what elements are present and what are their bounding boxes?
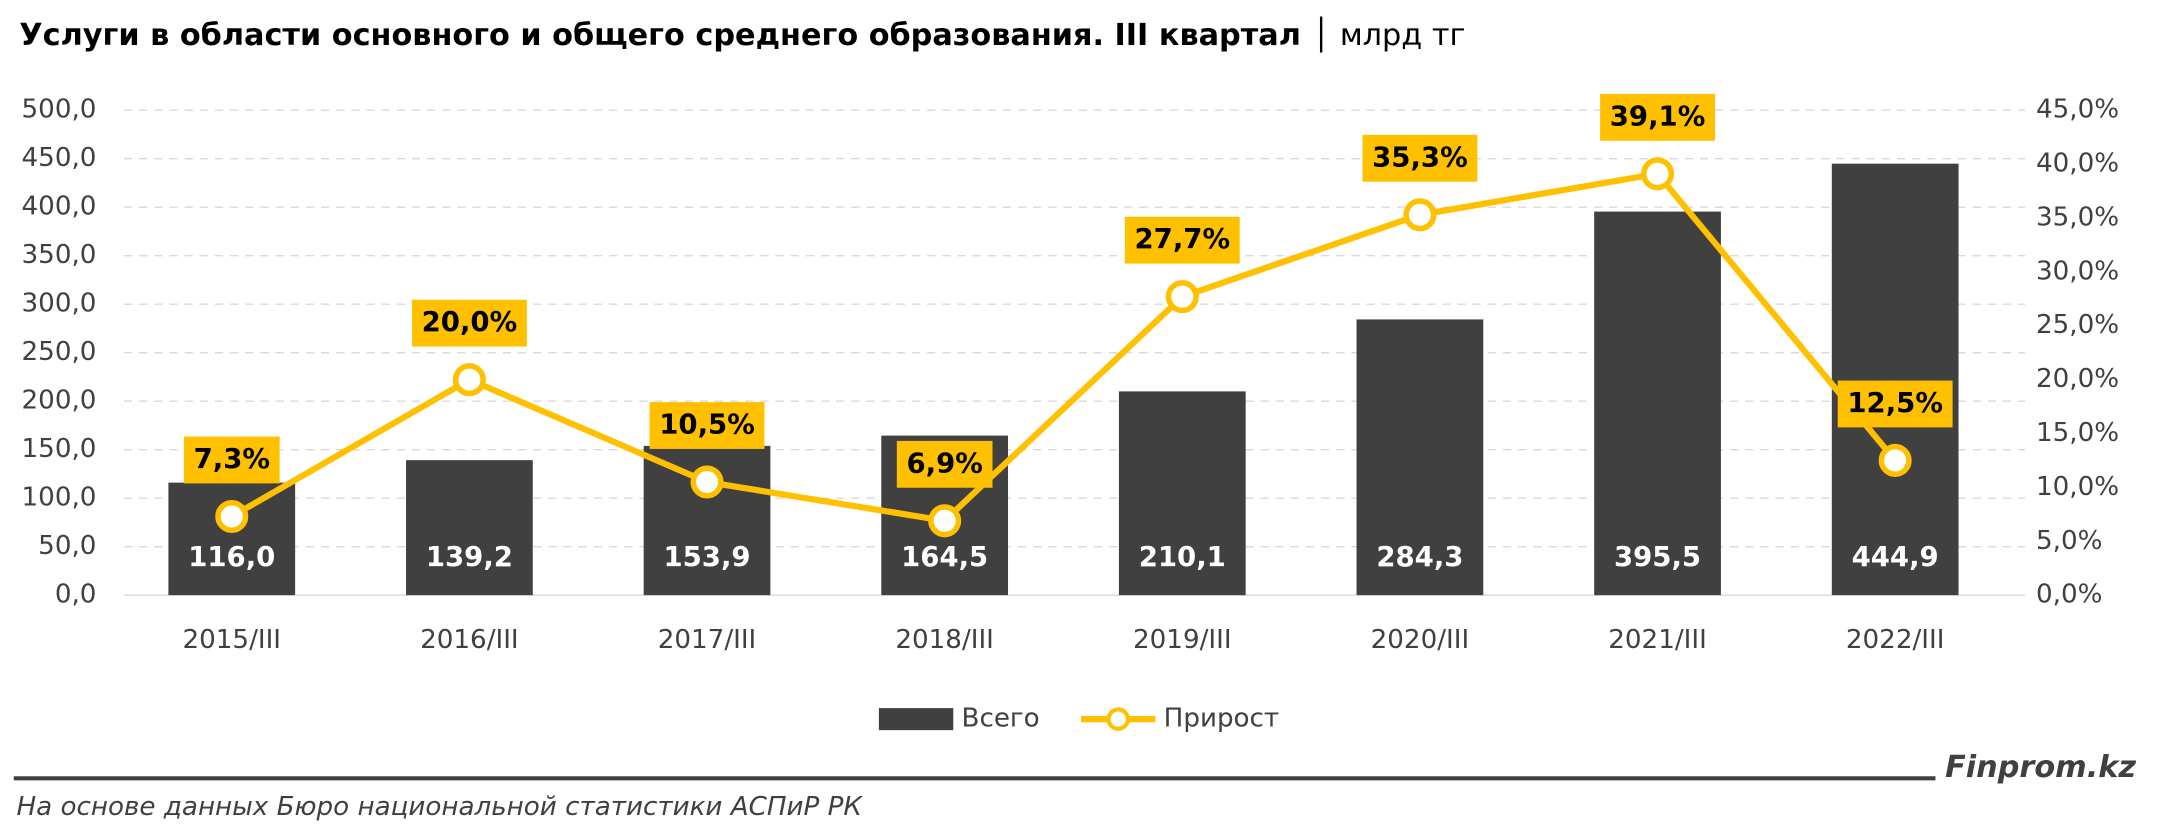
y-tick-label: 100,0 [22, 483, 97, 513]
y2-tick-label: 10,0% [2036, 472, 2119, 502]
x-tick-label: 2015/III [183, 625, 282, 655]
y2-tick-label: 15,0% [2036, 418, 2119, 448]
y2-tick-label: 40,0% [2036, 149, 2119, 179]
x-tick-label: 2018/III [895, 625, 994, 655]
y-tick-label: 500,0 [22, 95, 97, 125]
y-tick-label: 450,0 [22, 143, 97, 173]
x-tick-label: 2020/III [1371, 625, 1470, 655]
bar-value-label: 210,1 [1139, 541, 1226, 573]
y2-tick-label: 20,0% [2036, 364, 2119, 394]
line-value-text: 10,5% [659, 409, 755, 441]
label-box [1362, 134, 1478, 182]
x-tick-label: 2022/III [1846, 625, 1945, 655]
line-value-label: 39,1% [1600, 93, 1715, 141]
line-point [690, 465, 724, 499]
bar [1356, 319, 1484, 596]
x-tick-label: 2016/III [420, 625, 519, 655]
title-unit: │ млрд тг [1312, 15, 1465, 52]
line-value-label: 10,5% [649, 402, 765, 449]
y2-tick-label: 25,0% [2036, 310, 2119, 340]
bar [1831, 163, 1959, 596]
bar-value-label: 395,5 [1614, 541, 1701, 573]
line-point [452, 363, 486, 397]
x-tick-label: 2019/III [1133, 625, 1232, 655]
title-text: Услуги в области основного и общего сред… [19, 17, 1301, 52]
line-value-label: 35,3% [1362, 134, 1478, 182]
label-box [183, 436, 280, 484]
bar [168, 482, 296, 596]
y2-tick-label: 30,0% [2036, 256, 2119, 286]
line [230, 170, 1898, 525]
label-box [649, 402, 765, 449]
y-tick-label: 50,0 [38, 531, 96, 561]
bar-value-label: 153,9 [663, 541, 750, 573]
label-box [1124, 216, 1240, 264]
bar-value-label: 139,2 [426, 541, 513, 573]
line-value-label: 12,5% [1837, 380, 1953, 428]
label-box [411, 299, 527, 347]
line-value-text: 6,9% [906, 447, 982, 479]
line-value-text: 39,1% [1610, 100, 1706, 132]
chart-title: Услуги в области основного и общего сред… [19, 15, 1465, 52]
line-point [928, 504, 962, 538]
y2-tick-label: 5,0% [2036, 526, 2102, 556]
line-value-text: 27,7% [1134, 223, 1230, 255]
line-value-text: 20,0% [422, 306, 518, 338]
line-point [215, 499, 249, 534]
label-box [1600, 93, 1715, 141]
line-point [1165, 280, 1199, 314]
line-value-text: 7,3% [194, 443, 270, 475]
label-box [896, 440, 993, 488]
x-tick-label: 2021/III [1608, 625, 1707, 655]
y2-tick-label: 45,0% [2036, 95, 2119, 125]
legend-label: Прирост [1164, 704, 1280, 734]
line-value-label: 6,9% [896, 440, 993, 488]
y-tick-label: 350,0 [22, 240, 97, 270]
line-value-label: 27,7% [1124, 216, 1240, 264]
x-tick-label: 2017/III [658, 625, 757, 655]
y-tick-label: 0,0 [55, 580, 97, 610]
y-tick-label: 300,0 [22, 289, 97, 319]
bar-value-label: 164,5 [901, 541, 988, 573]
bar [406, 460, 533, 596]
legend-marker [1106, 707, 1130, 731]
line-value-label: 20,0% [411, 299, 527, 347]
line-point [1641, 157, 1675, 191]
y-tick-label: 250,0 [22, 337, 97, 367]
brand: Finprom.kz [1945, 750, 2136, 785]
bar [1594, 211, 1721, 596]
y2-tick-label: 35,0% [2036, 202, 2119, 232]
line-value-text: 35,3% [1372, 141, 1468, 173]
y-tick-label: 150,0 [22, 434, 97, 464]
bar-value-label: 444,9 [1852, 541, 1939, 573]
line-value-text: 12,5% [1847, 387, 1943, 419]
source-note: На основе данных Бюро национальной стати… [17, 792, 864, 822]
legend-swatch [878, 708, 954, 731]
line-value-label: 7,3% [183, 436, 280, 484]
bar-value-label: 116,0 [188, 541, 275, 573]
y-tick-label: 200,0 [22, 386, 97, 416]
line-point [1878, 443, 1912, 477]
legend-label: Всего [962, 704, 1040, 734]
label-box [1837, 380, 1953, 428]
y2-tick-label: 0,0% [2036, 580, 2102, 610]
y-tick-label: 400,0 [22, 192, 97, 222]
bar-value-label: 284,3 [1376, 541, 1463, 573]
line-point [1403, 198, 1437, 232]
bar [1118, 391, 1246, 596]
